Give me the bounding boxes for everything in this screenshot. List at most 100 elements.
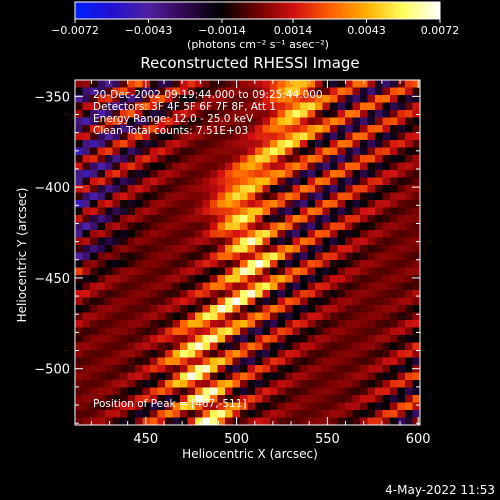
heatmap-cell: [202, 185, 211, 193]
heatmap-cell: [360, 132, 368, 141]
heatmap-cell: [322, 312, 331, 321]
heatmap-cell: [217, 80, 226, 88]
heatmap-cell: [210, 387, 218, 396]
heatmap-cell: [127, 290, 136, 298]
heatmap-cell: [195, 395, 203, 403]
heatmap-cell: [232, 335, 241, 343]
heatmap-cell: [240, 237, 248, 246]
heatmap-cell: [225, 102, 233, 111]
heatmap-cell: [397, 117, 406, 126]
heatmap-cell: [300, 80, 308, 88]
heatmap-cell: [180, 342, 188, 351]
heatmap-cell: [352, 267, 361, 276]
heatmap-cell: [292, 335, 301, 343]
heatmap-cell: [135, 192, 143, 201]
heatmap-cell: [217, 132, 226, 141]
heatmap-cell: [112, 290, 121, 298]
heatmap-cell: [277, 245, 286, 253]
heatmap-cell: [112, 305, 121, 313]
heatmap-cell: [112, 282, 121, 291]
heatmap-cell: [240, 357, 248, 366]
heatmap-cell: [292, 410, 301, 418]
heatmap-cell: [172, 177, 181, 186]
heatmap-cell: [307, 260, 316, 268]
heatmap-cell: [172, 260, 181, 268]
heatmap-cell: [270, 312, 278, 321]
heatmap-cell: [142, 110, 151, 118]
heatmap-cell: [397, 372, 406, 381]
heatmap-cell: [105, 110, 113, 118]
heatmap-cell: [150, 200, 158, 208]
heatmap-cell: [322, 185, 331, 193]
heatmap-cell: [382, 305, 391, 313]
heatmap-cell: [135, 110, 143, 118]
heatmap-cell: [390, 275, 398, 283]
heatmap-cell: [367, 357, 376, 366]
heatmap-cell: [367, 320, 376, 328]
heatmap-cell: [75, 297, 83, 306]
heatmap-cell: [120, 342, 128, 351]
heatmap-cell: [90, 320, 98, 328]
heatmap-cell: [232, 170, 241, 178]
heatmap-cell: [142, 350, 151, 358]
heatmap-cell: [187, 132, 196, 141]
heatmap-cell: [285, 185, 293, 193]
heatmap-cell: [382, 132, 391, 141]
heatmap-cell: [292, 312, 301, 321]
heatmap-cell: [405, 320, 413, 328]
heatmap-cell: [90, 207, 98, 216]
heatmap-cell: [232, 207, 241, 216]
heatmap-cell: [262, 260, 271, 268]
heatmap-cell: [247, 185, 256, 193]
heatmap-cell: [285, 237, 293, 246]
heatmap-cell: [382, 245, 391, 253]
heatmap-cell: [255, 192, 263, 201]
heatmap-cell: [97, 252, 106, 261]
heatmap-cell: [315, 162, 323, 171]
heatmap-cell: [367, 267, 376, 276]
x-axis-tick-label: 450: [133, 432, 158, 447]
heatmap-cell: [157, 80, 166, 88]
heatmap-cell: [405, 417, 413, 425]
heatmap-cell: [127, 350, 136, 358]
heatmap-cell: [270, 350, 278, 358]
heatmap-cell: [127, 380, 136, 388]
heatmap-cell: [360, 260, 368, 268]
heatmap-cell: [157, 95, 166, 103]
heatmap-cell: [352, 282, 361, 291]
heatmap-cell: [135, 335, 143, 343]
heatmap-cell: [165, 110, 173, 118]
heatmap-cell: [390, 297, 398, 306]
heatmap-cell: [345, 380, 353, 388]
heatmap-cell: [135, 275, 143, 283]
heatmap-cell: [255, 222, 263, 231]
heatmap-cell: [112, 215, 121, 223]
heatmap-cell: [307, 387, 316, 396]
heatmap-cell: [367, 387, 376, 396]
heatmap-cell: [255, 260, 263, 268]
heatmap-cell: [247, 80, 256, 88]
heatmap-cell: [412, 87, 420, 96]
heatmap-cell: [397, 140, 406, 148]
heatmap-cell: [337, 80, 346, 88]
heatmap-cell: [292, 222, 301, 231]
heatmap-cell: [277, 335, 286, 343]
heatmap-cell: [277, 410, 286, 418]
heatmap-cell: [232, 125, 241, 133]
heatmap-cell: [352, 102, 361, 111]
heatmap-cell: [202, 102, 211, 111]
heatmap-cell: [330, 215, 338, 223]
heatmap-cell: [330, 335, 338, 343]
heatmap-cell: [307, 342, 316, 351]
heatmap-cell: [315, 200, 323, 208]
heatmap-cell: [300, 237, 308, 246]
heatmap-cell: [82, 237, 91, 246]
annotation-peak-position: Position of Peak = [467,-511]: [93, 398, 247, 410]
heatmap-cell: [150, 132, 158, 141]
heatmap-cell: [75, 335, 83, 343]
heatmap-cell: [210, 80, 218, 88]
heatmap-cell: [330, 267, 338, 276]
heatmap-cell: [307, 162, 316, 171]
heatmap-cell: [225, 140, 233, 148]
heatmap-cell: [90, 110, 98, 118]
